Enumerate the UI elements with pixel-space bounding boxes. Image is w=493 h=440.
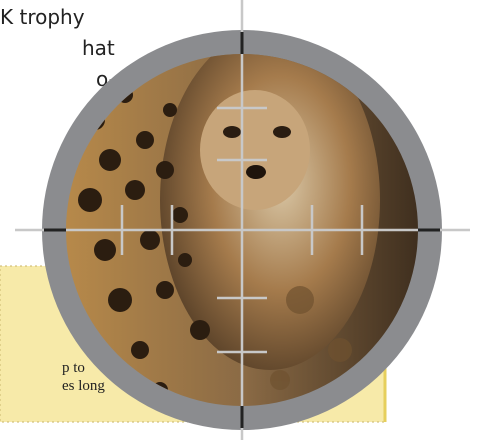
page: K trophy hat o- n p to es long <box>0 0 493 440</box>
text-line: K trophy <box>0 5 85 29</box>
page-graphic: K trophy hat o- n p to es long <box>0 0 493 440</box>
text-line: hat <box>82 36 115 60</box>
box-text-line: p to <box>62 360 85 376</box>
box-text-line: es long <box>62 378 105 394</box>
